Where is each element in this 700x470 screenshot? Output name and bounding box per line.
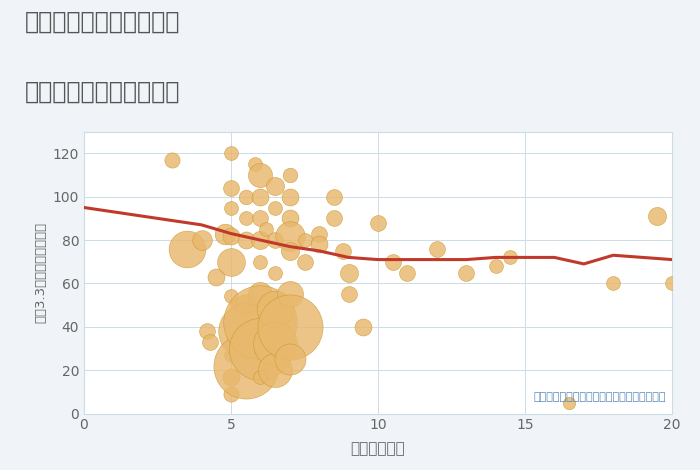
Point [490,262,501,270]
Point [299,258,310,266]
Point [372,219,384,227]
Point [343,269,354,276]
Point [314,230,325,237]
Text: 円の大きさは、取引のあった物件面積を示す: 円の大きさは、取引のあった物件面積を示す [533,392,666,402]
Point [255,215,266,222]
Text: 駅距離別中古戸建て価格: 駅距離別中古戸建て価格 [25,80,180,104]
X-axis label: 駅距離（分）: 駅距離（分） [351,441,405,456]
Point [431,245,442,252]
Point [196,236,207,244]
Point [314,241,325,248]
Point [343,290,354,298]
Point [270,367,281,374]
Point [255,171,266,179]
Point [358,323,369,330]
Point [205,338,216,346]
Point [328,215,339,222]
Point [220,230,231,237]
Point [202,328,213,335]
Point [225,351,237,359]
Point [284,193,295,200]
Point [284,290,295,298]
Point [284,215,295,222]
Point [270,204,281,212]
Point [225,149,237,157]
Point [240,301,251,309]
Point [240,215,251,222]
Text: 京都府京田辺市三山木の: 京都府京田辺市三山木の [25,9,180,33]
Point [260,226,272,233]
Point [255,258,266,266]
Point [240,193,251,200]
Point [461,269,472,276]
Point [181,245,193,252]
Point [225,258,237,266]
Point [167,156,178,164]
Point [240,236,251,244]
Point [211,273,222,281]
Point [270,182,281,189]
Point [270,269,281,276]
Point [255,345,266,352]
Point [270,306,281,313]
Point [284,232,295,240]
Point [284,323,295,330]
Point [255,373,266,381]
Point [666,280,678,287]
Point [328,193,339,200]
Point [225,184,237,192]
Point [240,362,251,369]
Point [225,232,237,240]
Point [505,254,516,261]
Point [284,171,295,179]
Point [225,373,237,381]
Point [231,301,242,309]
Point [255,193,266,200]
Y-axis label: 坪（3.3㎡）単価（万円）: 坪（3.3㎡）単価（万円） [34,222,47,323]
Point [608,280,619,287]
Point [270,236,281,244]
Point [255,290,266,298]
Point [225,293,237,300]
Point [255,236,266,244]
Point [284,247,295,255]
Point [270,340,281,348]
Point [387,258,398,266]
Point [249,160,260,168]
Point [284,356,295,363]
Point [225,204,237,212]
Point [240,328,251,335]
Point [255,319,266,326]
Point [337,247,349,255]
Point [299,236,310,244]
Point [564,399,575,407]
Point [402,269,413,276]
Point [225,390,237,398]
Point [652,212,663,220]
